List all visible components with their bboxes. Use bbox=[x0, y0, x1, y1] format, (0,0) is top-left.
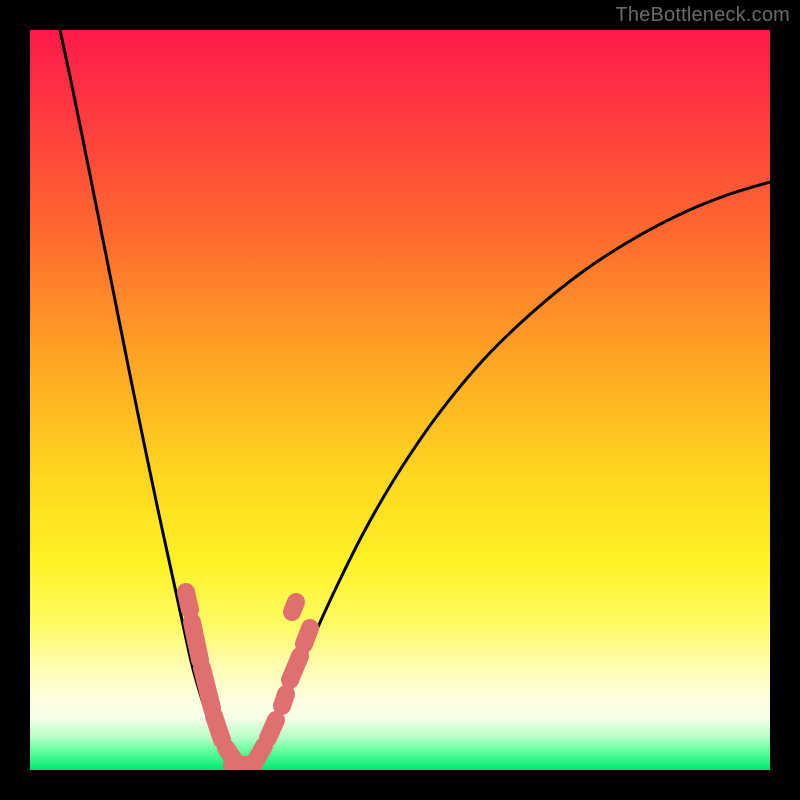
marker-segment bbox=[290, 656, 300, 680]
marker-segment bbox=[214, 716, 222, 740]
marker-segment bbox=[202, 668, 212, 708]
marker-segment bbox=[192, 622, 200, 660]
watermark-text: TheBottleneck.com bbox=[615, 4, 790, 27]
marker-segment bbox=[256, 746, 264, 760]
bottleneck-v-curve-chart bbox=[0, 0, 800, 800]
marker-segment bbox=[292, 602, 296, 612]
marker-segment bbox=[304, 628, 310, 644]
marker-segment bbox=[268, 720, 276, 738]
marker-segment bbox=[282, 694, 286, 706]
gradient-background bbox=[30, 30, 770, 770]
marker-segment bbox=[186, 592, 190, 610]
chart-root: TheBottleneck.com bbox=[0, 0, 800, 800]
